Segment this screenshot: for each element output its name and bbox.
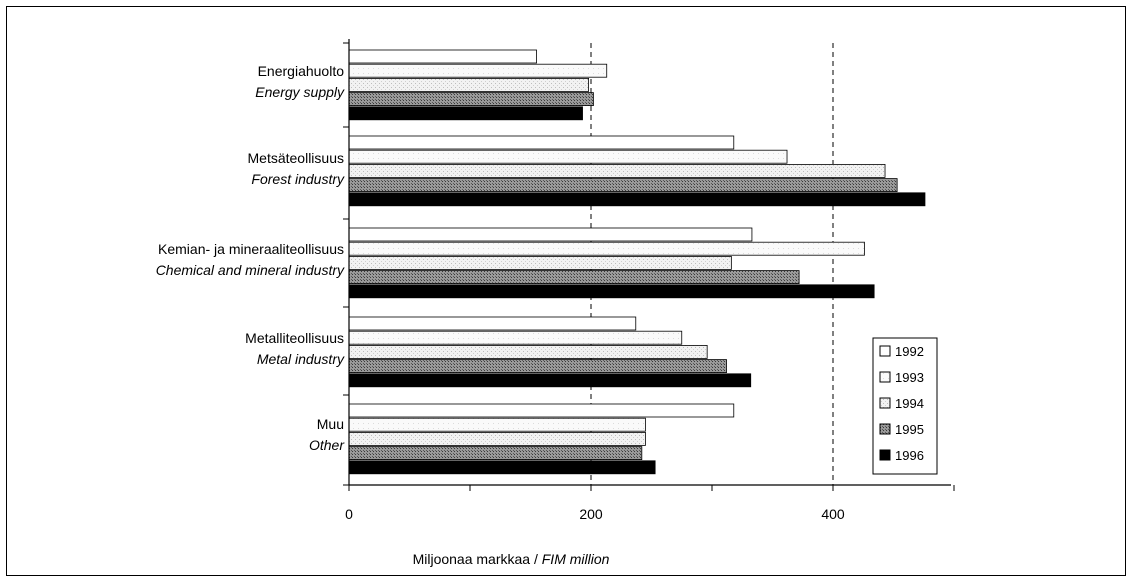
bar-1992-4: [348, 403, 735, 418]
category-label-en-4: Other: [309, 437, 345, 453]
bar-1995-0: [348, 92, 594, 106]
bar-1994-0: [348, 78, 589, 92]
x-tick-label-400: 400: [821, 506, 845, 522]
bar-1996-1: [348, 192, 926, 207]
x-tick-labels: 0 200 400: [345, 506, 845, 522]
bar-1993-3: [348, 330, 683, 345]
legend-swatch-1996: [879, 449, 891, 461]
category-label-fi-3: Metalliteollisuus: [245, 330, 344, 346]
category-label-fi-1: Metsäteollisuus: [248, 150, 345, 166]
legend-label-1994: 1994: [895, 396, 924, 411]
category-label-fi-0: Energiahuolto: [258, 63, 345, 79]
bar-1992-3: [348, 316, 637, 331]
category-label-en-1: Forest industry: [251, 171, 345, 187]
category-label-en-2: Chemical and mineral industry: [156, 262, 345, 278]
bar-1995-4: [348, 446, 643, 461]
bar-1996-2: [348, 284, 875, 299]
category-label-fi-2: Kemian- ja mineraaliteollisuus: [158, 241, 344, 257]
legend-label-1992: 1992: [895, 344, 924, 359]
legend-swatch-1992: [879, 345, 891, 357]
legend-label-1995: 1995: [895, 422, 924, 437]
x-tick-label-200: 200: [579, 506, 603, 522]
legend-swatch-1995: [879, 423, 891, 435]
category-labels: Energiahuolto Energy supply Metsäteollisuu…: [156, 63, 346, 453]
legend-label-1996: 1996: [895, 448, 924, 463]
bar-1993-4: [348, 417, 646, 432]
bar-1996-3: [348, 373, 752, 388]
bar-1992-1: [348, 135, 735, 150]
bar-1994-3: [348, 344, 708, 359]
bar-1994-1: [348, 163, 886, 178]
bar-1992-0: [348, 49, 537, 64]
category-label-fi-4: Muu: [317, 416, 344, 432]
bars: [348, 49, 926, 475]
chart-frame: Energiahuolto Energy supply Metsäteollisuu…: [6, 6, 1126, 576]
x-axis-label: Miljoonaa markkaa / FIM million: [413, 551, 610, 567]
bar-1994-4: [348, 431, 646, 446]
bar-1993-2: [348, 241, 865, 256]
legend-swatch-1993: [879, 371, 891, 383]
bar-1993-0: [348, 63, 608, 78]
bar-chart: Energiahuolto Energy supply Metsäteollisuu…: [156, 39, 955, 567]
category-label-en-3: Metal industry: [257, 351, 345, 367]
bar-1996-0: [348, 106, 583, 121]
bar-1992-2: [348, 227, 753, 242]
legend-swatch-1994: [879, 397, 891, 409]
bar-1996-4: [348, 460, 656, 475]
bar-1995-1: [348, 178, 898, 193]
axes: [343, 39, 955, 491]
legend: 1992 1993 1994 1995 1996: [872, 337, 938, 475]
legend-label-1993: 1993: [895, 370, 924, 385]
bar-1994-2: [348, 255, 732, 270]
x-tick-label-0: 0: [345, 506, 353, 522]
bar-1995-2: [348, 270, 800, 285]
category-label-en-0: Energy supply: [255, 84, 345, 100]
bar-1995-3: [348, 359, 727, 374]
bar-1993-1: [348, 149, 788, 164]
